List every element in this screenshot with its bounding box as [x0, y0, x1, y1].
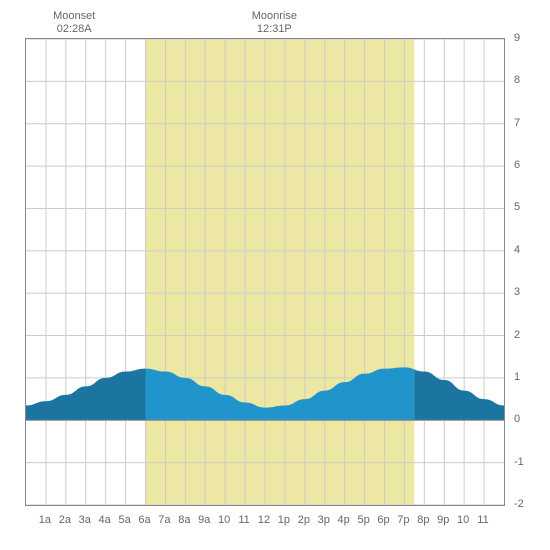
x-tick-label: 6a [138, 514, 150, 526]
x-tick-label: 9a [198, 514, 210, 526]
x-tick-label: 10 [457, 514, 469, 526]
x-tick-label: 9p [437, 514, 449, 526]
x-tick-label: 12 [258, 514, 270, 526]
x-tick-label: 6p [377, 514, 389, 526]
x-tick-label: 3a [79, 514, 91, 526]
x-tick-label: 4a [99, 514, 111, 526]
x-tick-label: 8p [417, 514, 429, 526]
moonset-title: Moonset [49, 10, 99, 23]
y-tick-label: 6 [514, 159, 520, 171]
y-tick-label: 8 [514, 74, 520, 86]
x-tick-label: 2p [298, 514, 310, 526]
x-tick-label: 11 [238, 514, 249, 526]
y-tick-label: 3 [514, 286, 520, 298]
y-tick-label: 1 [514, 371, 520, 383]
y-tick-label: 2 [514, 329, 520, 341]
y-axis-ticks: -2-10123456789 [510, 38, 535, 506]
x-tick-label: 1p [278, 514, 290, 526]
y-tick-label: 7 [514, 117, 520, 129]
moonrise-time: 12:31P [249, 23, 299, 36]
top-labels: Moonset 02:28A Moonrise 12:31P [10, 10, 540, 38]
y-tick-label: 0 [514, 413, 520, 425]
x-tick-label: 3p [318, 514, 330, 526]
x-tick-label: 4p [338, 514, 350, 526]
y-tick-label: -2 [514, 498, 524, 510]
x-tick-label: 5a [118, 514, 130, 526]
tide-chart: Moonset 02:28A Moonrise 12:31P -2-101234… [10, 10, 540, 540]
x-tick-label: 7p [397, 514, 409, 526]
y-tick-label: 5 [514, 201, 520, 213]
x-tick-label: 5p [357, 514, 369, 526]
y-tick-label: -1 [514, 456, 524, 468]
x-tick-label: 7a [158, 514, 170, 526]
moonrise-title: Moonrise [249, 10, 299, 23]
x-tick-label: 8a [178, 514, 190, 526]
x-tick-label: 2a [59, 514, 71, 526]
y-tick-label: 4 [514, 244, 520, 256]
x-tick-label: 11 [477, 514, 488, 526]
x-axis-ticks: 1a 2a 3a 4a 5a 6a 7a 8a 9a 10 11 12 1p 2p 3p 4p 5p 6p 7p 8p… [25, 510, 505, 530]
moonset-time: 02:28A [49, 23, 99, 36]
y-tick-label: 9 [514, 32, 520, 44]
plot-svg [26, 39, 504, 505]
plot-area [25, 38, 505, 506]
moonrise-label: Moonrise 12:31P [249, 10, 299, 36]
x-tick-label: 10 [218, 514, 230, 526]
moonset-label: Moonset 02:28A [49, 10, 99, 36]
x-tick-label: 1a [39, 514, 51, 526]
